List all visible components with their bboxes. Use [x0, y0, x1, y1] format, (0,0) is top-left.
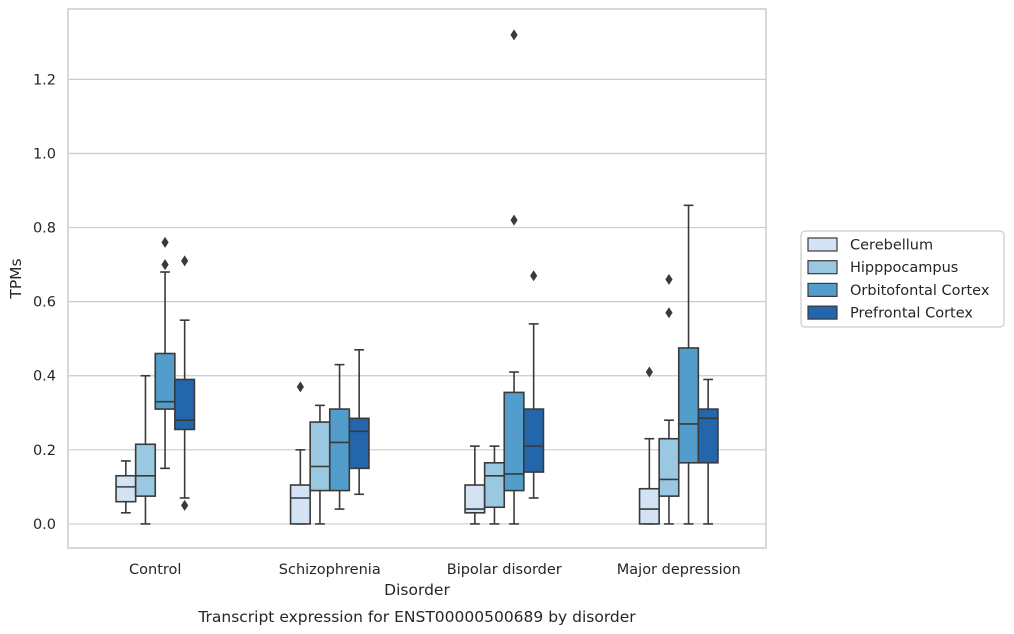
- legend-label: Prefrontal Cortex: [850, 306, 973, 322]
- outlier-point: [161, 236, 169, 248]
- y-tick-label: 1.0: [33, 146, 56, 162]
- outlier-point: [665, 307, 673, 319]
- outlier-point: [181, 499, 189, 511]
- box-body: [115, 474, 137, 503]
- box: [154, 236, 176, 470]
- box-body: [523, 408, 545, 473]
- legend-frame: [800, 230, 1005, 328]
- box-body: [658, 437, 680, 497]
- legend-label: Orbitofontal Cortex: [850, 283, 990, 299]
- x-tick-label: Schizophrenia: [279, 562, 381, 578]
- box-body: [503, 391, 525, 492]
- chart-caption: Transcript expression for ENST0000050068…: [197, 608, 636, 626]
- outlier-point: [181, 255, 189, 267]
- box: [677, 204, 700, 525]
- box-body: [348, 417, 370, 470]
- outlier-point: [161, 259, 169, 271]
- box-body: [328, 408, 351, 492]
- box-body: [289, 484, 311, 525]
- box-body: [174, 378, 196, 431]
- box: [638, 366, 660, 525]
- box: [348, 349, 370, 496]
- box: [483, 445, 506, 525]
- box-body: [677, 347, 700, 464]
- y-axis-ticks: 0.0 0.2 0.4 0.6 0.8 1.0 1.2: [33, 72, 56, 533]
- outlier-point: [665, 273, 673, 285]
- x-axis-ticks: Control Schizophrenia Bipolar disorder Majo…: [129, 562, 741, 578]
- box-body: [638, 487, 660, 525]
- x-tick-label: Major depression: [617, 562, 741, 578]
- outlier-point: [510, 29, 518, 41]
- legend-swatch: [807, 260, 838, 275]
- box-body: [154, 352, 176, 410]
- x-axis-title: Disorder: [384, 581, 450, 599]
- outlier-point: [645, 366, 653, 378]
- box: [115, 460, 137, 514]
- box: [174, 255, 196, 511]
- box-body: [309, 421, 331, 492]
- plot-frame: [67, 8, 767, 549]
- box-body: [697, 408, 719, 464]
- legend-swatch: [807, 237, 838, 252]
- box: [309, 404, 331, 525]
- legend-swatch: [807, 282, 838, 297]
- y-tick-label: 0.6: [33, 295, 56, 311]
- boxes: [115, 29, 719, 525]
- y-axis-title: TPMs: [7, 258, 25, 299]
- box: [289, 381, 311, 525]
- box: [134, 374, 157, 525]
- legend-swatch: [807, 305, 838, 320]
- y-tick-label: 1.2: [33, 72, 56, 88]
- outlier-point: [530, 270, 538, 282]
- box-body: [483, 461, 506, 509]
- legend-label: Cerebellum: [850, 238, 933, 254]
- y-tick-label: 0.2: [33, 443, 56, 459]
- box: [697, 378, 719, 525]
- outlier-point: [510, 214, 518, 226]
- x-tick-label: Control: [129, 562, 181, 578]
- y-tick-label: 0.4: [33, 369, 56, 385]
- box: [658, 273, 680, 525]
- y-tick-label: 0.8: [33, 221, 56, 237]
- legend: Cerebellum Hipppocampus Orbitofontal Corte…: [800, 230, 1005, 328]
- y-tick-label: 0.0: [33, 517, 56, 533]
- box-body: [134, 443, 157, 497]
- legend-label: Hipppocampus: [850, 260, 958, 276]
- box: [464, 445, 486, 525]
- x-tick-label: Bipolar disorder: [447, 562, 562, 578]
- box: [523, 270, 545, 499]
- outlier-point: [296, 381, 304, 393]
